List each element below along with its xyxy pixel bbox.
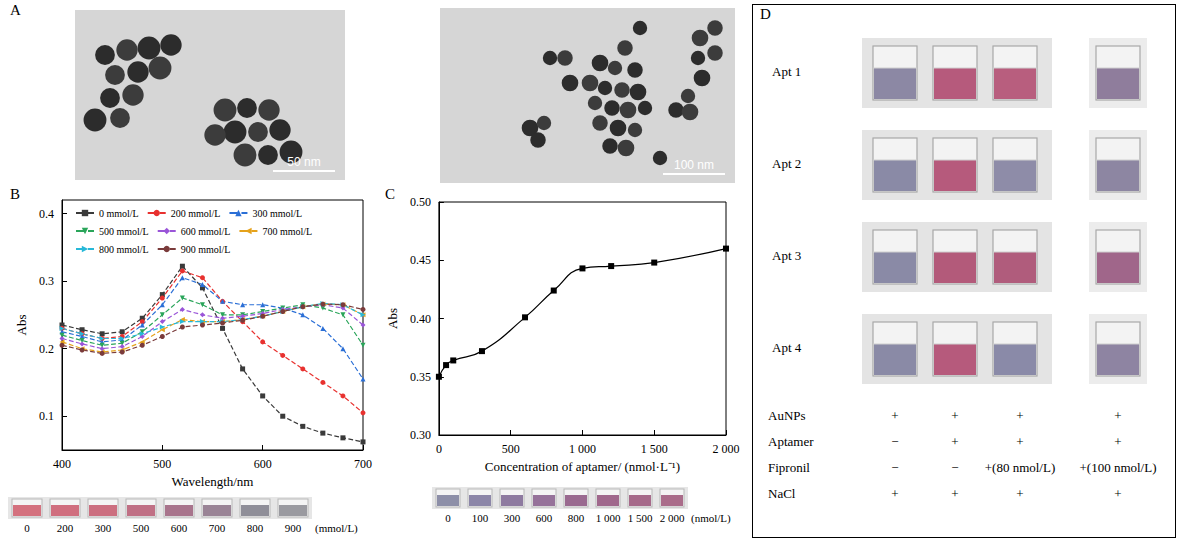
svg-text:0.45: 0.45	[410, 253, 431, 267]
html-text:Apt 2: Apt 2	[772, 156, 802, 171]
html-text:D: D	[760, 6, 771, 22]
svg-text:0.3: 0.3	[39, 274, 54, 288]
html-text:1 500: 1 500	[627, 512, 653, 524]
svg-text:300 mmol/L: 300 mmol/L	[252, 208, 302, 219]
html-text:NaCl: NaCl	[768, 486, 796, 501]
svg-text:0 mmol/L: 0 mmol/L	[99, 208, 139, 219]
svg-text:500: 500	[502, 442, 520, 456]
svg-text:0.30: 0.30	[410, 428, 431, 442]
svg-text:0: 0	[436, 442, 442, 456]
html-text:1 000: 1 000	[595, 512, 621, 524]
svg-text:Abs: Abs	[385, 308, 400, 329]
html-text:0: 0	[24, 522, 30, 534]
svg-text:900 mmol/L: 900 mmol/L	[181, 244, 231, 255]
html-text:(mmol/L): (mmol/L)	[315, 522, 358, 534]
html-text:800: 800	[246, 522, 264, 534]
svg-text:0.2: 0.2	[39, 342, 54, 356]
html-text:0: 0	[445, 512, 451, 524]
svg-text:0.40: 0.40	[410, 312, 431, 326]
svg-text:400: 400	[53, 457, 71, 471]
svg-text:1 000: 1 000	[569, 442, 596, 456]
svg-text:2 000: 2 000	[713, 442, 740, 456]
svg-text:1 500: 1 500	[641, 442, 668, 456]
html-text:A: A	[10, 2, 21, 18]
html-text:+(80 nmol/L): +(80 nmol/L)	[984, 460, 1056, 475]
svg-text:Concentration of aptamer/ (nmo: Concentration of aptamer/ (nmol·L⁻¹)	[485, 459, 680, 474]
svg-text:800 mmol/L: 800 mmol/L	[99, 244, 149, 255]
svg-text:600 mmol/L: 600 mmol/L	[181, 226, 231, 237]
svg-text:0.50: 0.50	[410, 195, 431, 209]
html-text:200: 200	[56, 522, 74, 534]
html-text:C: C	[385, 186, 395, 202]
html-text:300: 300	[503, 512, 521, 524]
html-text:600: 600	[170, 522, 188, 534]
html-text:700: 700	[208, 522, 226, 534]
html-text:+(100 nmol/L): +(100 nmol/L)	[1079, 460, 1157, 475]
html-text:Aptamer: Aptamer	[768, 434, 814, 449]
html-text:300: 300	[94, 522, 112, 534]
html-text:100: 100	[471, 512, 489, 524]
html-text:500: 500	[132, 522, 150, 534]
svg-text:Wavelength/nm: Wavelength/nm	[172, 474, 254, 489]
svg-text:700: 700	[354, 457, 372, 471]
html-text:800: 800	[567, 512, 585, 524]
svg-text:50 nm: 50 nm	[287, 155, 320, 169]
svg-text:700 mmol/L: 700 mmol/L	[262, 226, 312, 237]
html-text:600: 600	[535, 512, 553, 524]
svg-text:Abs: Abs	[14, 315, 29, 336]
svg-text:0.1: 0.1	[39, 409, 54, 423]
svg-text:0.4: 0.4	[39, 207, 54, 221]
html-text:900: 900	[284, 522, 302, 534]
html-text:(nmol/L): (nmol/L)	[691, 512, 731, 524]
svg-text:500 mmol/L: 500 mmol/L	[99, 226, 149, 237]
html-text:2 000: 2 000	[659, 512, 685, 524]
html-text:Apt 1: Apt 1	[772, 64, 802, 79]
html-text:Fipronil: Fipronil	[768, 460, 810, 475]
svg-text:500: 500	[153, 457, 171, 471]
html-text:B: B	[10, 186, 20, 202]
svg-text:100 nm: 100 nm	[674, 158, 714, 172]
html-text:Apt 4: Apt 4	[772, 340, 802, 355]
html-text:Apt 3: Apt 3	[772, 248, 802, 263]
svg-text:200 mmol/L: 200 mmol/L	[171, 208, 221, 219]
svg-text:0.35: 0.35	[410, 370, 431, 384]
html-text:AuNPs: AuNPs	[768, 408, 806, 423]
svg-text:600: 600	[254, 457, 272, 471]
